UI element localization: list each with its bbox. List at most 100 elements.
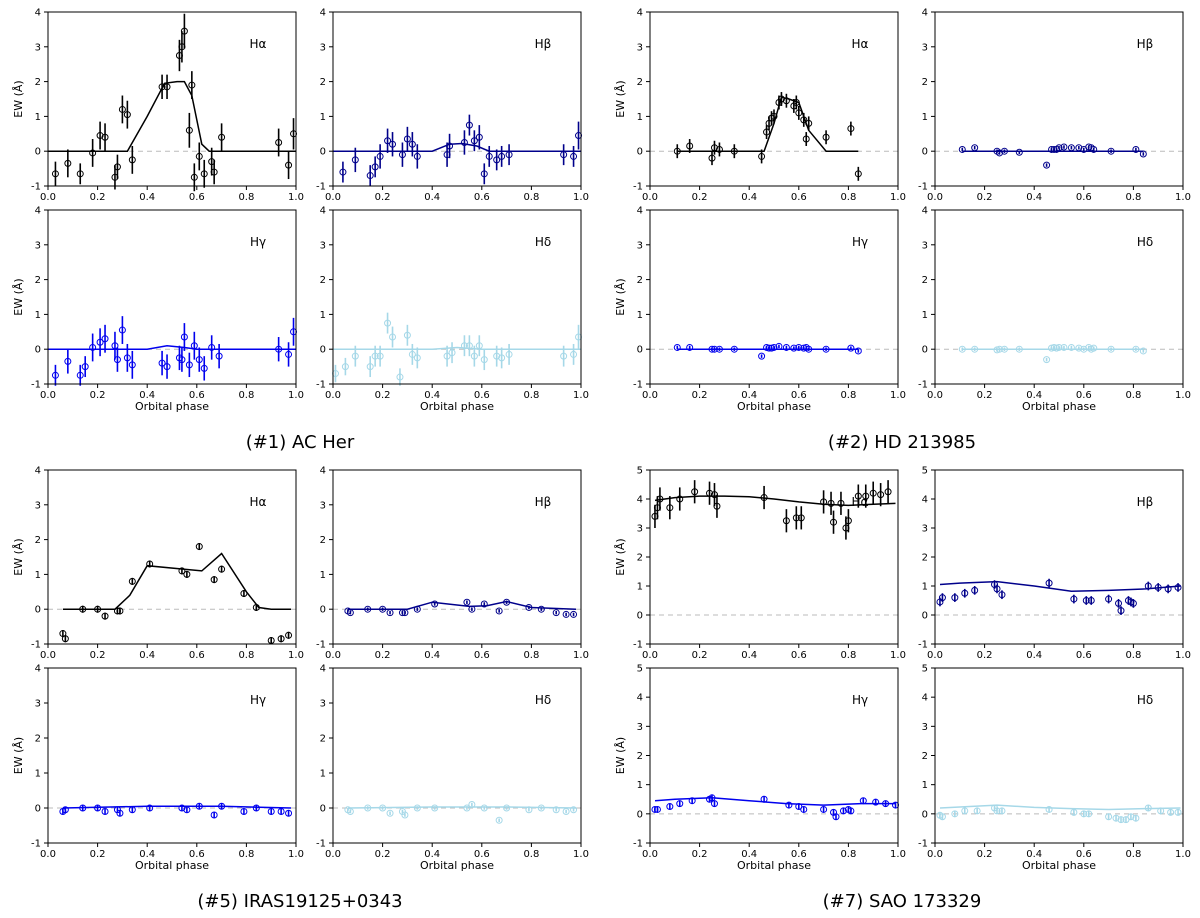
data-point: [195, 802, 203, 810]
data-point: [715, 145, 723, 153]
y-tick-label: -1: [31, 839, 41, 850]
data-point: [480, 170, 488, 178]
data-point: [1080, 810, 1088, 818]
data-point: [183, 806, 191, 814]
data-point: [1112, 814, 1120, 822]
x-tick-label: 1.0: [1175, 650, 1191, 661]
data-point: [371, 352, 379, 360]
y-axis-label: EW (Å): [614, 80, 627, 117]
data-point: [872, 798, 880, 806]
data-point: [200, 364, 208, 372]
x-tick-label: 0.8: [238, 390, 254, 401]
data-point: [676, 495, 684, 503]
axes-frame: [332, 667, 582, 844]
panel-Hα: 0.0 0.2 0.4 0.6 0.8 1.0 -1 0 1 2 3 4 Hα EW (Å): [12, 8, 304, 204]
data-point: [1139, 347, 1147, 355]
y-tick-label: 3: [922, 524, 928, 535]
spectral-line-label: Hγ: [852, 693, 868, 707]
y-tick-label: 0: [922, 345, 928, 356]
data-point: [163, 363, 171, 371]
x-tick-label: 0.0: [927, 849, 943, 860]
data-point: [460, 139, 468, 146]
data-point: [94, 605, 102, 613]
x-tick-label: 0.8: [1125, 192, 1141, 203]
data-point: [1043, 161, 1051, 169]
y-tick-label: 4: [320, 8, 326, 19]
data-point: [820, 498, 828, 506]
data-point: [146, 560, 154, 568]
y-tick-label: 2: [922, 275, 928, 286]
data-point: [446, 142, 454, 150]
data-point: [877, 491, 885, 499]
x-tick-label: 0.6: [474, 390, 490, 401]
data-point: [401, 811, 409, 819]
x-tick-label: 0.2: [692, 650, 708, 661]
data-point: [128, 577, 136, 585]
data-point: [195, 543, 203, 551]
data-point: [178, 356, 186, 364]
data-point: [666, 803, 674, 811]
data-point: [1015, 345, 1023, 353]
data-point: [61, 806, 69, 814]
x-tick-label: 0.8: [840, 192, 856, 203]
x-tick-label: 0.6: [791, 849, 807, 860]
data-point: [795, 803, 803, 811]
x-tick-label: 0.0: [642, 192, 658, 203]
x-tick-label: 0.0: [927, 192, 943, 203]
data-point: [413, 152, 421, 160]
spectral-line-label: Hδ: [535, 235, 551, 249]
data-point: [570, 610, 578, 618]
spectral-line-label: Hγ: [250, 693, 266, 707]
data-point: [1132, 814, 1140, 822]
y-tick-label: 0: [320, 345, 326, 356]
data-point: [128, 156, 136, 164]
data-point: [376, 352, 384, 360]
data-point: [820, 805, 828, 813]
data-point: [562, 808, 570, 815]
data-point: [782, 517, 790, 525]
x-tick-label: 0.8: [840, 390, 856, 401]
x-tick-label: 0.2: [977, 390, 993, 401]
data-point: [470, 352, 478, 360]
data-point: [401, 609, 409, 617]
data-point: [183, 570, 191, 578]
x-tick-label: 0.2: [977, 192, 993, 203]
data-point: [570, 152, 578, 160]
data-point: [413, 354, 421, 362]
data-point: [770, 112, 778, 120]
data-point: [1085, 810, 1093, 818]
y-tick-label: 2: [637, 275, 643, 286]
x-tick-label: 1.0: [890, 192, 906, 203]
data-point: [802, 135, 810, 143]
data-point: [448, 349, 456, 357]
data-point: [208, 343, 216, 351]
data-point: [1000, 345, 1008, 353]
y-tick-label: 0: [320, 605, 326, 616]
data-point: [51, 170, 59, 178]
data-point: [290, 130, 298, 138]
data-point: [1082, 597, 1090, 604]
data-point: [1055, 343, 1063, 351]
data-point: [460, 342, 468, 350]
x-tick-label: 0.6: [1076, 390, 1092, 401]
data-point: [113, 356, 121, 364]
x-tick-label: 0.0: [642, 849, 658, 860]
y-tick-label: -1: [633, 380, 643, 391]
chart-caption: (#5) IRAS19125+0343: [197, 891, 402, 912]
data-point: [758, 152, 766, 160]
data-point: [1105, 813, 1113, 821]
y-tick-label: 4: [922, 206, 928, 217]
data-point: [938, 813, 946, 821]
data-point: [89, 149, 97, 157]
y-tick-label: 3: [320, 500, 326, 511]
x-tick-label: 0.8: [1125, 849, 1141, 860]
chart-group-2: (#2) HD 213985 0.0 0.2 0.4 0.6 0.8 1.0 -1 0 1 2 3 4 H…: [614, 8, 1191, 454]
data-point: [1105, 595, 1113, 603]
data-point: [760, 795, 768, 803]
x-axis-label: Orbital phase: [1022, 859, 1096, 872]
data-point: [1060, 143, 1068, 151]
y-tick-label: 3: [35, 699, 41, 710]
spectral-line-label: Hα: [250, 37, 267, 51]
x-tick-label: 0.0: [642, 390, 658, 401]
